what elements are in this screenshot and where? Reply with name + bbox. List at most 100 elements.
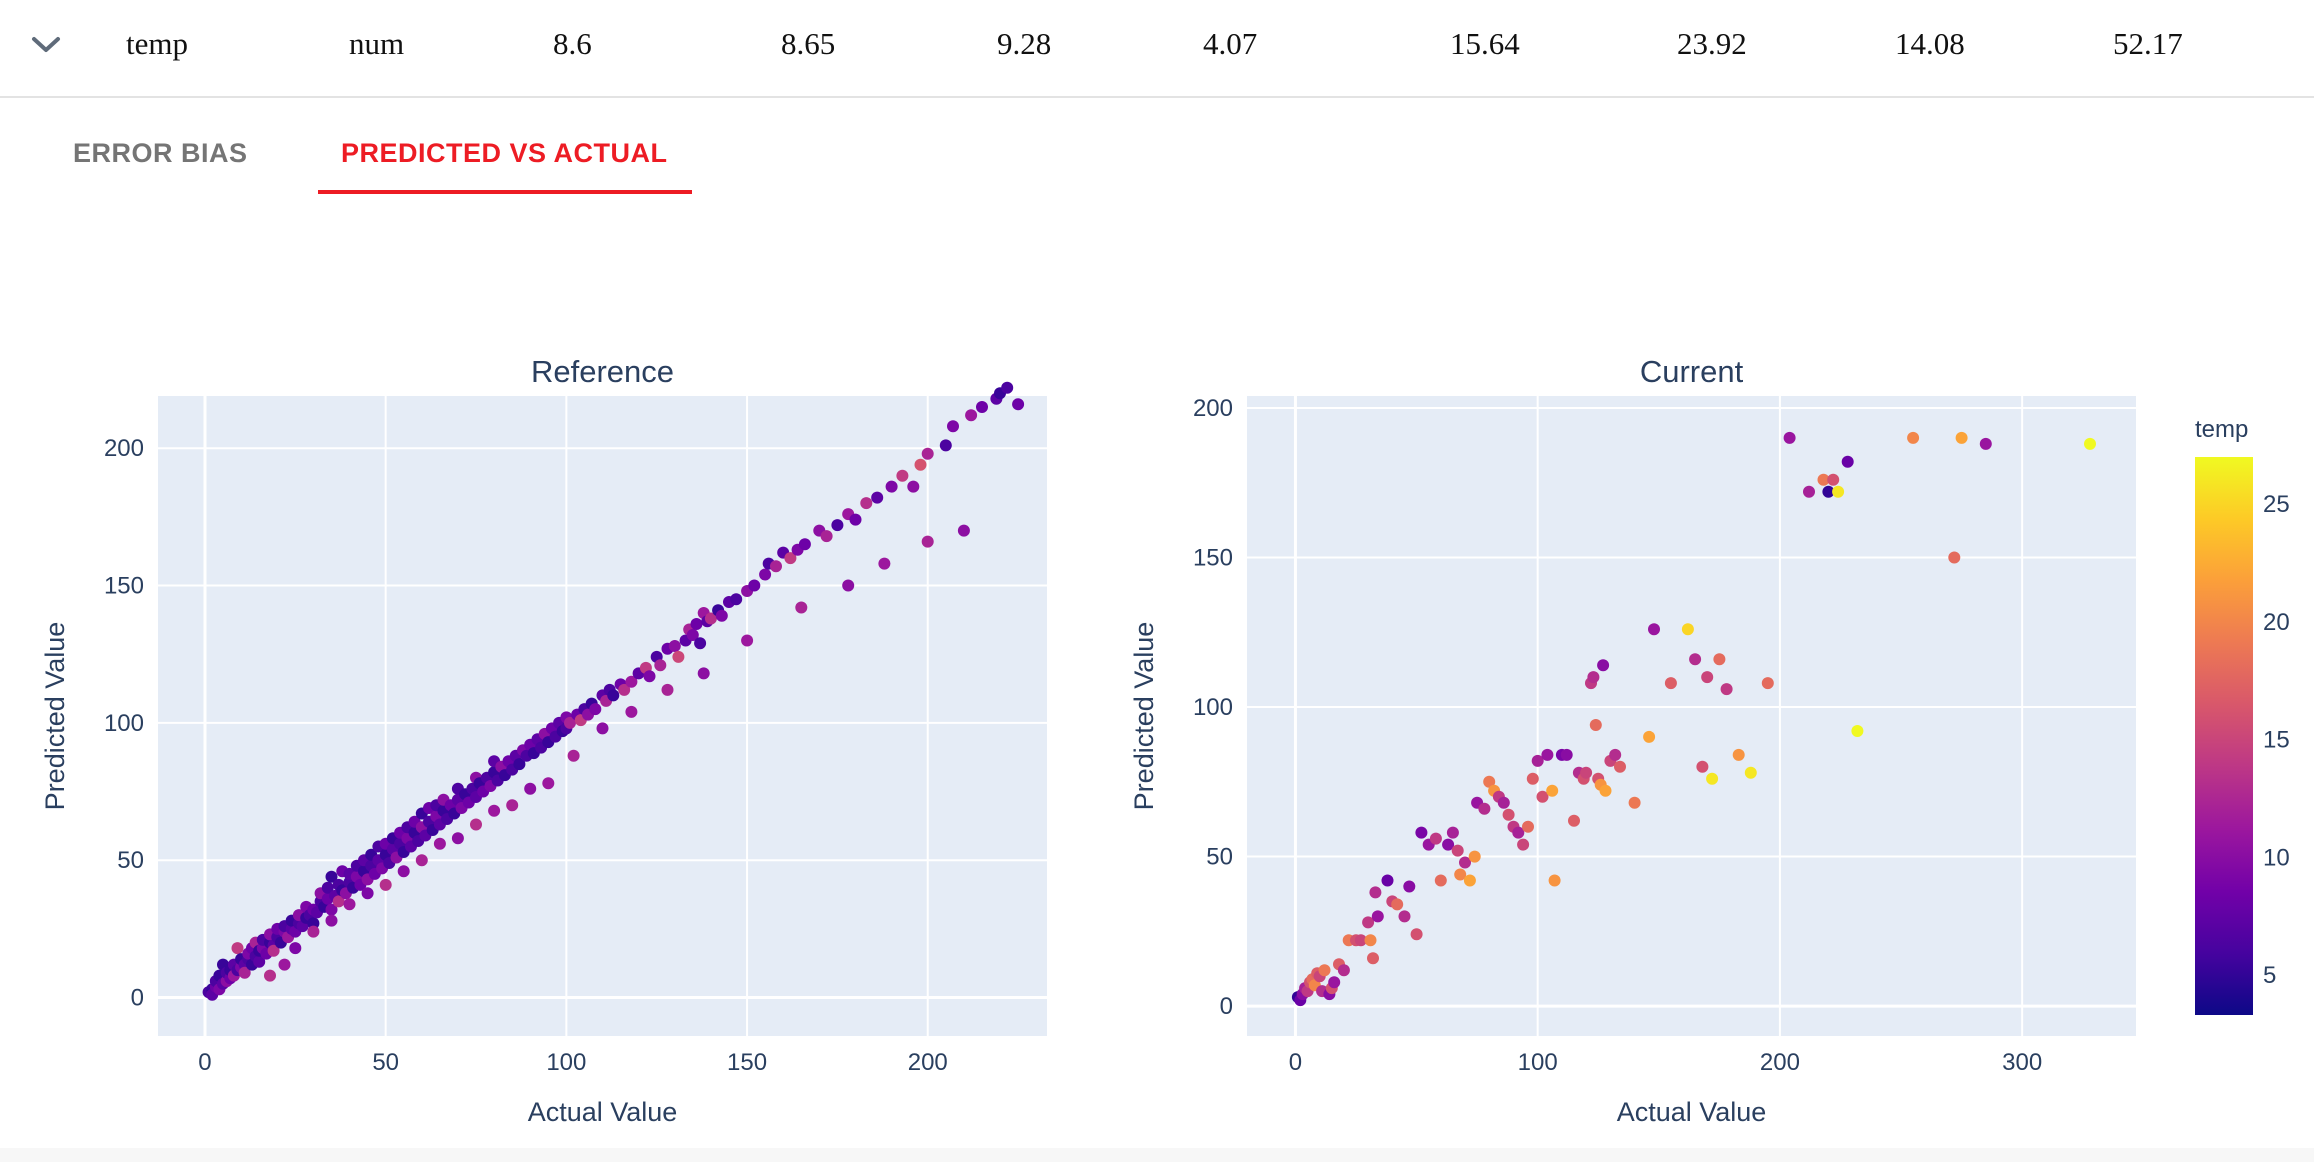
- data-point: [1454, 868, 1467, 881]
- y-tick-label: 50: [117, 847, 144, 874]
- data-point: [1442, 838, 1455, 851]
- data-point: [1614, 760, 1626, 773]
- data-point: [1689, 653, 1702, 666]
- chart-title: Reference: [531, 354, 674, 389]
- data-point: [1459, 856, 1471, 869]
- data-point: [860, 497, 873, 510]
- data-point: [1948, 551, 1961, 564]
- data-point: [849, 513, 862, 526]
- data-point: [661, 683, 674, 696]
- data-point: [2084, 437, 2096, 450]
- feature-type: num: [349, 26, 405, 61]
- data-point: [1337, 964, 1350, 977]
- data-point: [1541, 748, 1554, 761]
- colorbar-tick-label: 25: [2263, 491, 2290, 518]
- stat-value: 23.92: [1677, 26, 1747, 61]
- data-point: [1548, 874, 1561, 887]
- x-tick-label: 50: [372, 1049, 399, 1076]
- data-point: [325, 870, 338, 883]
- data-point: [1696, 760, 1709, 773]
- data-point: [1369, 886, 1382, 899]
- scatter-chart-current: 0 100 200 300 0 50 100 150 200 Current Actual Valu…: [1129, 354, 2136, 1127]
- data-point: [1648, 623, 1660, 636]
- data-point: [878, 557, 891, 570]
- data-point: [939, 439, 952, 452]
- data-point: [1512, 826, 1525, 839]
- x-tick-label: 200: [908, 1049, 948, 1076]
- data-point: [1536, 790, 1549, 803]
- tab-predicted-vs-actual[interactable]: PREDICTED VS ACTUAL: [341, 138, 668, 168]
- y-tick-label: 50: [1206, 844, 1233, 871]
- data-point: [332, 895, 345, 908]
- data-point: [1599, 784, 1612, 797]
- y-tick-label: 0: [131, 985, 144, 1012]
- tab-error-bias[interactable]: ERROR BIAS: [73, 138, 248, 168]
- data-point: [831, 519, 844, 532]
- data-point: [567, 749, 580, 762]
- colorbar-tick-label: 15: [2263, 727, 2290, 754]
- data-point: [697, 667, 710, 680]
- data-point: [542, 777, 555, 790]
- data-point: [1526, 772, 1539, 785]
- data-point: [589, 703, 602, 716]
- data-point: [1502, 808, 1515, 821]
- y-axis-label: Predicted Value: [1129, 622, 1159, 811]
- data-point: [1681, 623, 1694, 636]
- data-point: [759, 568, 772, 581]
- data-point: [625, 675, 638, 688]
- data-point: [672, 650, 685, 663]
- data-point: [1403, 880, 1416, 893]
- x-tick-label: 300: [2002, 1049, 2042, 1076]
- data-point: [607, 689, 620, 702]
- tab-bar: ERROR BIAS PREDICTED VS ACTUAL: [0, 98, 2314, 198]
- data-point: [307, 925, 320, 938]
- data-point: [253, 955, 266, 968]
- chevron-down-icon[interactable]: [28, 30, 64, 58]
- data-point: [704, 612, 717, 625]
- x-tick-label: 100: [1518, 1049, 1558, 1076]
- footer-strip: [0, 1148, 2314, 1162]
- data-point: [307, 917, 320, 930]
- data-point: [1827, 473, 1840, 486]
- colorbar-title: temp: [2195, 416, 2248, 443]
- data-point: [1451, 844, 1464, 857]
- charts-area: 0 50 100 150 200050100150200ReferenceActual …: [40, 354, 2290, 1127]
- data-point: [668, 640, 681, 652]
- data-point: [694, 637, 707, 650]
- data-point: [278, 958, 291, 971]
- stat-value: 8.6: [553, 26, 592, 61]
- data-point: [1803, 485, 1815, 498]
- data-point: [1371, 910, 1384, 923]
- data-point: [415, 854, 428, 867]
- y-tick-label: 100: [104, 710, 144, 737]
- data-point: [1979, 437, 1992, 450]
- y-tick-label: 100: [1193, 694, 1233, 721]
- data-point: [748, 579, 761, 592]
- data-point: [361, 887, 374, 900]
- data-point: [654, 659, 667, 672]
- data-point: [1391, 898, 1404, 911]
- data-point: [690, 618, 703, 630]
- data-point: [715, 609, 728, 622]
- y-tick-label: 150: [1193, 544, 1233, 571]
- data-point: [1851, 725, 1864, 737]
- data-point: [1817, 473, 1830, 486]
- feature-summary-row: temp num 8.6 8.65 9.28 4.07 15.64 23.92 …: [0, 0, 2314, 98]
- data-point: [1318, 964, 1331, 977]
- data-point: [1597, 659, 1610, 672]
- data-point: [1463, 874, 1476, 887]
- data-point: [513, 758, 526, 771]
- data-point: [238, 966, 251, 979]
- data-point: [343, 898, 356, 911]
- data-point: [1560, 748, 1573, 761]
- data-point: [921, 447, 934, 460]
- data-point: [1568, 814, 1580, 827]
- data-point: [1497, 796, 1510, 809]
- data-point: [1628, 796, 1641, 809]
- data-point: [379, 878, 392, 891]
- data-point: [325, 914, 338, 927]
- data-point: [1328, 976, 1341, 989]
- data-point: [506, 799, 519, 812]
- data-point: [1783, 431, 1796, 444]
- data-point: [1832, 485, 1845, 498]
